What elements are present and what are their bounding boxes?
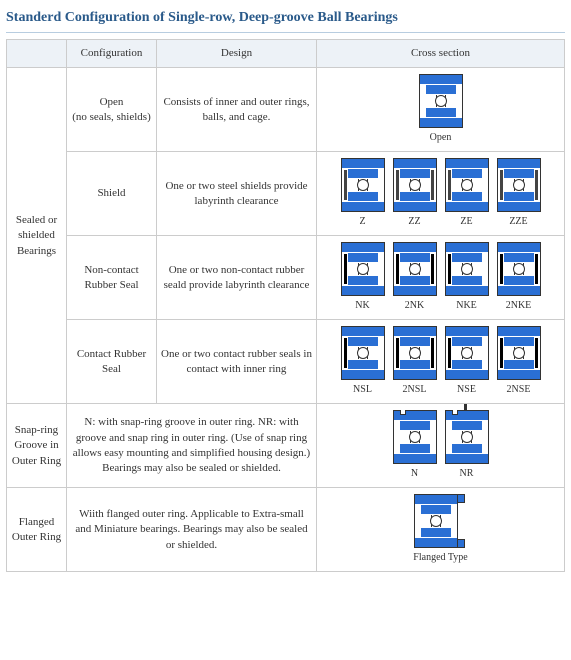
design-snap: N: with snap-ring groove in outer ring. … xyxy=(67,404,317,488)
label-zz: ZZ xyxy=(408,215,420,229)
label-nse: NSE xyxy=(457,383,476,397)
design-contact: One or two contact rubber seals in conta… xyxy=(157,320,317,404)
bearing-nr-icon xyxy=(445,410,489,464)
bearing-zze-icon xyxy=(497,158,541,212)
label-nk: NK xyxy=(355,299,369,313)
bearing-nsl-icon xyxy=(341,326,385,380)
label-flanged: Flanged Type xyxy=(413,551,467,565)
config-open-l1: Open xyxy=(100,96,124,108)
label-2nk: 2NK xyxy=(405,299,424,313)
bearing-flanged-icon xyxy=(414,494,458,548)
row-flange: Flanged Outer Ring Wiith flanged outer r… xyxy=(7,488,565,572)
bearing-z-icon xyxy=(341,158,385,212)
header-cat xyxy=(7,40,67,68)
label-open: Open xyxy=(430,131,452,145)
design-flange: Wiith flanged outer ring. Applicable to … xyxy=(67,488,317,572)
row-contact: Contact Rubber Seal One or two contact r… xyxy=(7,320,565,404)
config-contact: Contact Rubber Seal xyxy=(67,320,157,404)
row-shield: Shield One or two steel shields provide … xyxy=(7,152,565,236)
config-shield: Shield xyxy=(67,152,157,236)
bearing-2nk-icon xyxy=(393,242,437,296)
bearing-zz-icon xyxy=(393,158,437,212)
config-contact-l2: Seal xyxy=(102,363,121,375)
label-n: N xyxy=(411,467,418,481)
row-snap: Snap-ring Groove in Outer Ring N: with s… xyxy=(7,404,565,488)
config-noncontact: Non-contact Rubber Seal xyxy=(67,236,157,320)
label-2nsl: 2NSL xyxy=(403,383,427,397)
label-ze: ZE xyxy=(460,215,472,229)
label-zze: ZZE xyxy=(509,215,527,229)
row-open: Sealed or shielded Bearings Open (no sea… xyxy=(7,68,565,152)
bearing-open-icon xyxy=(419,74,463,128)
label-z: Z xyxy=(359,215,365,229)
cross-noncontact: NK 2NK NKE 2NKE xyxy=(317,236,565,320)
design-open: Consists of inner and outer rings, balls… xyxy=(157,68,317,152)
cross-snap: N NR xyxy=(317,404,565,488)
config-open: Open (no seals, shields) xyxy=(67,68,157,152)
label-2nse: 2NSE xyxy=(507,383,531,397)
label-nr: NR xyxy=(460,467,474,481)
cross-open: Open xyxy=(317,68,565,152)
bearing-nk-icon xyxy=(341,242,385,296)
cat-flange: Flanged Outer Ring xyxy=(7,488,67,572)
bearing-nse-icon xyxy=(445,326,489,380)
label-nke: NKE xyxy=(456,299,477,313)
header-config: Configuration xyxy=(67,40,157,68)
group-sealed-shielded: Sealed or shielded Bearings xyxy=(7,68,67,404)
config-noncontact-l2: Rubber Seal xyxy=(84,279,138,291)
bearing-2nke-icon xyxy=(497,242,541,296)
cross-contact: NSL 2NSL NSE 2NSE xyxy=(317,320,565,404)
row-noncontact: Non-contact Rubber Seal One or two non-c… xyxy=(7,236,565,320)
cross-shield: Z ZZ ZE ZZE xyxy=(317,152,565,236)
header-cross: Cross section xyxy=(317,40,565,68)
page-title: Standerd Configuration of Single-row, De… xyxy=(6,6,565,33)
config-contact-l1: Contact Rubber xyxy=(77,348,146,360)
header-design: Design xyxy=(157,40,317,68)
cat-snap: Snap-ring Groove in Outer Ring xyxy=(7,404,67,488)
label-2nke: 2NKE xyxy=(506,299,532,313)
bearing-2nse-icon xyxy=(497,326,541,380)
config-noncontact-l1: Non-contact xyxy=(84,264,138,276)
bearing-nke-icon xyxy=(445,242,489,296)
bearing-n-icon xyxy=(393,410,437,464)
config-open-l2: (no seals, shields) xyxy=(72,111,151,123)
header-row: Configuration Design Cross section xyxy=(7,40,565,68)
bearing-2nsl-icon xyxy=(393,326,437,380)
bearing-ze-icon xyxy=(445,158,489,212)
cross-flange: Flanged Type xyxy=(317,488,565,572)
design-shield: One or two steel shields provide labyrin… xyxy=(157,152,317,236)
bearing-table: Configuration Design Cross section Seale… xyxy=(6,39,565,572)
design-noncontact: One or two non-contact rubber seald prov… xyxy=(157,236,317,320)
label-nsl: NSL xyxy=(353,383,372,397)
